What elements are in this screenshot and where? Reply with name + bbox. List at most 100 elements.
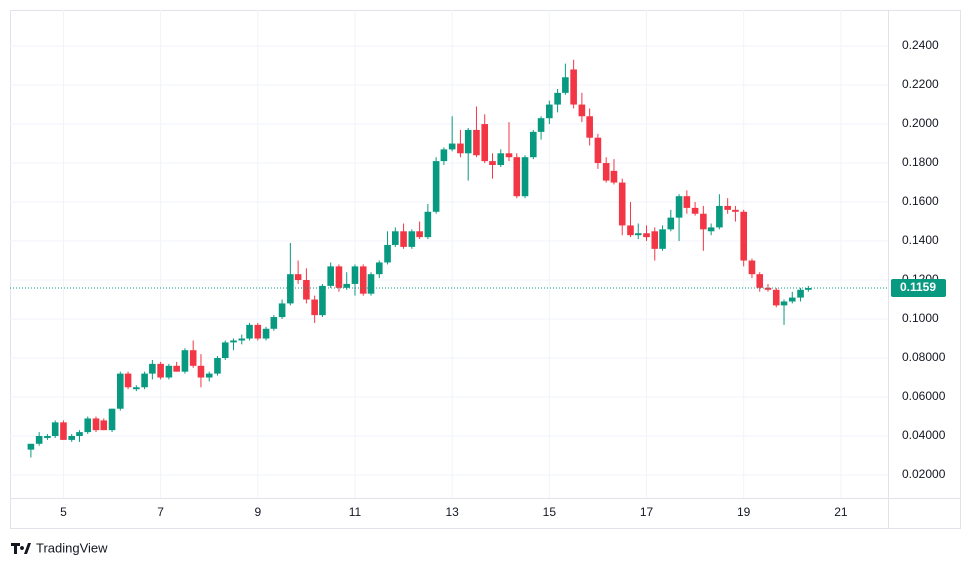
- candle-body: [578, 104, 586, 117]
- candle-body: [335, 266, 343, 288]
- y-tick-label: 0.1000: [902, 311, 939, 325]
- candle-body: [197, 365, 205, 378]
- candle-body: [610, 170, 618, 183]
- candle-body: [44, 436, 51, 438]
- candle-body: [311, 299, 318, 316]
- candle-body: [772, 289, 780, 306]
- y-tick-label: 0.1400: [902, 233, 939, 247]
- candle-body: [675, 196, 683, 218]
- candle-body: [780, 301, 788, 306]
- candle-body: [351, 266, 359, 284]
- x-tick-label: 7: [157, 505, 164, 519]
- candle-body: [205, 373, 213, 378]
- candle-body: [667, 217, 675, 230]
- candle-body: [141, 373, 148, 388]
- candle-body: [327, 266, 334, 286]
- candle-body: [797, 289, 804, 298]
- candle-body: [214, 358, 221, 374]
- candle-body: [618, 182, 626, 226]
- candle-body: [133, 387, 140, 390]
- candle-body: [254, 324, 262, 339]
- candle-body: [448, 143, 456, 150]
- candle-body: [570, 69, 577, 105]
- candle-body: [221, 342, 229, 359]
- candle-body: [740, 211, 747, 261]
- candle-body: [457, 143, 464, 154]
- candle-body: [788, 297, 796, 302]
- candle-body: [68, 436, 76, 440]
- candle-body: [627, 225, 634, 236]
- candle-body: [748, 260, 756, 275]
- candle-body: [764, 287, 772, 290]
- candle-body: [157, 363, 164, 378]
- candle-body: [473, 129, 480, 156]
- x-tick-label: 19: [737, 505, 751, 519]
- candle-body: [546, 104, 553, 119]
- candle-body: [303, 280, 310, 300]
- candle-body: [481, 124, 489, 162]
- candle-body: [278, 303, 286, 318]
- candle-body: [489, 161, 496, 165]
- candle-body: [602, 163, 610, 181]
- x-tick-label: 21: [834, 505, 848, 519]
- candle-body: [554, 92, 561, 105]
- candle-body: [521, 157, 529, 197]
- candle-body: [189, 350, 197, 366]
- candle-body: [27, 443, 35, 450]
- candle-body: [124, 373, 132, 388]
- last-price-tag: [891, 279, 946, 298]
- candles: [10, 59, 888, 458]
- candle-body: [367, 274, 375, 294]
- y-tick-label: 0.04000: [902, 428, 946, 442]
- candle-body: [35, 436, 43, 444]
- candle-body: [707, 227, 715, 232]
- x-tick-label: 13: [445, 505, 459, 519]
- candle-body: [230, 340, 237, 343]
- candle-body: [594, 137, 602, 164]
- candle-body: [643, 233, 650, 238]
- frame: [10, 10, 961, 529]
- candle-body: [173, 365, 180, 372]
- candle-body: [51, 422, 59, 437]
- x-tick-label: 11: [349, 505, 362, 519]
- logo: TradingView: [11, 540, 108, 555]
- candle-body: [92, 418, 100, 431]
- candle-body: [181, 350, 189, 372]
- candle-body: [659, 229, 666, 249]
- candle-body: [400, 231, 407, 247]
- candle-body: [100, 420, 108, 431]
- candle-body: [262, 328, 270, 339]
- candle-body: [562, 77, 569, 93]
- candle-body: [586, 116, 593, 138]
- y-tick-label: 0.2400: [902, 38, 939, 52]
- candle-body: [756, 274, 764, 288]
- grid: [10, 10, 888, 498]
- candle-body: [108, 408, 116, 431]
- candle-body: [384, 244, 391, 263]
- y-tick-label: 0.02000: [902, 467, 946, 481]
- candle-body: [246, 324, 253, 339]
- candle-body: [84, 418, 92, 433]
- y-tick-label: 0.1600: [902, 194, 939, 208]
- candle-body: [432, 161, 440, 212]
- candle-body: [529, 131, 537, 158]
- candle-body: [464, 129, 472, 154]
- candle-body: [634, 233, 642, 236]
- candle-body: [287, 274, 294, 304]
- x-tick-label: 5: [60, 505, 67, 519]
- candle-body: [116, 373, 124, 409]
- candle-body: [683, 196, 691, 208]
- candle-body: [537, 118, 545, 132]
- axes: 5 7 9 11 13 15 17 19 21 0.02000 0.04000 0.06000 0.08…: [60, 38, 946, 519]
- x-tick-label: 17: [640, 505, 654, 519]
- candle-body: [724, 205, 731, 210]
- branding: TradingView: [36, 540, 108, 555]
- x-tick-label: 15: [543, 505, 557, 519]
- candle-body: [440, 149, 448, 162]
- candle-body: [505, 153, 513, 158]
- x-tick-label: 9: [254, 505, 261, 519]
- y-tick-label: 0.06000: [902, 389, 946, 403]
- candle-body: [60, 422, 67, 440]
- last-price-label: 0.1159: [900, 280, 936, 294]
